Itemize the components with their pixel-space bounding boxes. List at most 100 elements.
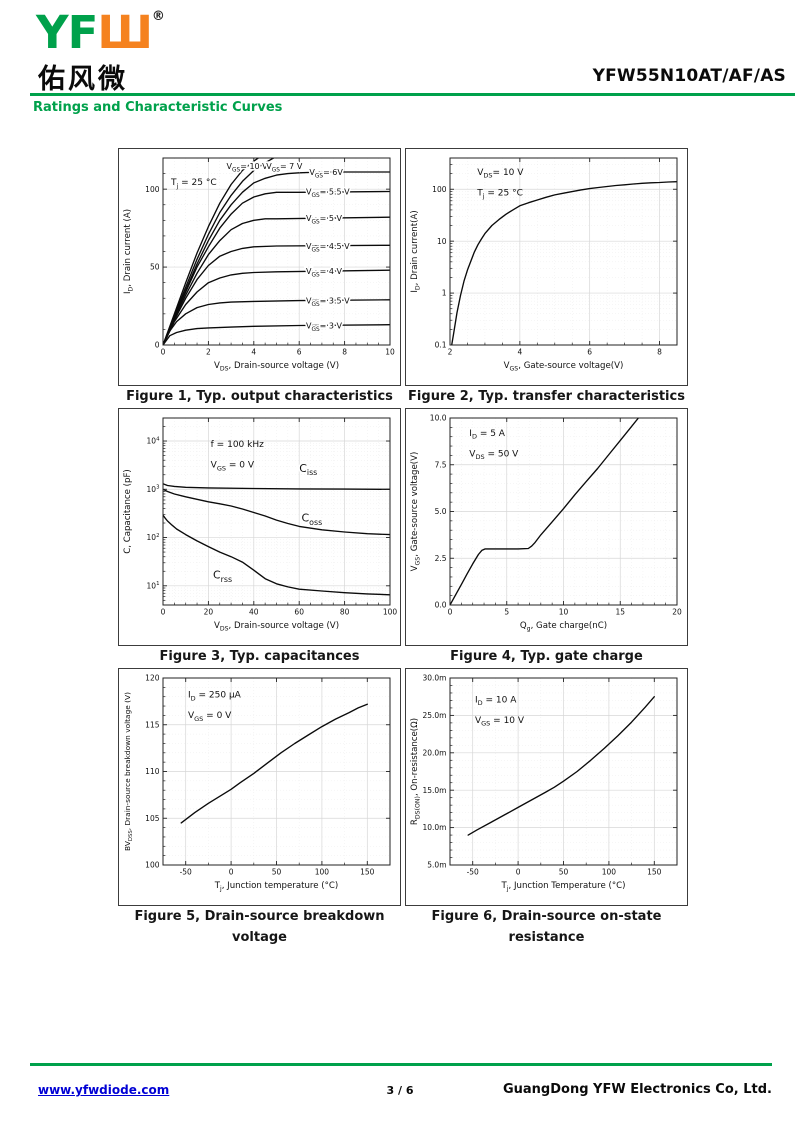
svg-text:Tj = 25 °C: Tj = 25 °C: [476, 188, 523, 200]
svg-text:110: 110: [145, 767, 160, 776]
svg-text:103: 103: [147, 485, 160, 494]
svg-text:60: 60: [294, 608, 304, 617]
svg-text:0: 0: [161, 348, 166, 357]
figure-4-caption: Figure 4, Typ. gate charge: [450, 649, 643, 664]
svg-text:VGS = 0 V: VGS = 0 V: [188, 711, 232, 723]
figure-3: 0 20 40 60 80 100 101 102 103 104 VDS, Drain-sourc…: [118, 408, 401, 668]
svg-text:VGS = 0 V: VGS = 0 V: [211, 461, 255, 473]
svg-text:VDS= 10 V: VDS= 10 V: [477, 168, 524, 180]
figure-3-capacitances-chart: 0 20 40 60 80 100 101 102 103 104 VDS, Drain-sourc…: [123, 417, 398, 633]
svg-text:6: 6: [297, 348, 302, 357]
website-link[interactable]: www.yfwdiode.com: [38, 1083, 170, 1097]
svg-text:VGS= 3.5 V: VGS= 3.5 V: [306, 297, 350, 308]
svg-text:150: 150: [647, 868, 662, 877]
figure-1-caption: Figure 1, Typ. output characteristics: [126, 389, 393, 404]
svg-text:VGS= 4.5 V: VGS= 4.5 V: [306, 242, 350, 253]
svg-text:VGS, Gate-source voltage(V): VGS, Gate-source voltage(V): [504, 361, 624, 373]
svg-text:4: 4: [517, 348, 522, 357]
svg-text:5: 5: [504, 608, 509, 617]
svg-text:10: 10: [559, 608, 569, 617]
figure-6-on-resistance-chart: -50 0 50 100 150 5.0m 10.0m 15.0m 20.0m 25.0m 30.0…: [410, 674, 678, 893]
figure-4-box: 0 5 10 15 20 0.0 2.5 5.0 7.5 10.0 Qg, Gate charge(…: [405, 408, 688, 646]
svg-text:VGS= 6V: VGS= 6V: [309, 168, 343, 179]
svg-text:ID, Drain current (A): ID, Drain current (A): [123, 209, 135, 294]
figures-grid: 0 2 4 6 8 10 0 50 100 VDS, Drain-source voltage (…: [118, 148, 690, 945]
svg-text:Qg, Gate charge(nC): Qg, Gate charge(nC): [520, 621, 607, 633]
svg-text:2: 2: [448, 348, 453, 357]
figure-6-caption: Figure 6, Drain-source on-state resistan…: [431, 909, 662, 945]
svg-text:5.0m: 5.0m: [427, 861, 446, 870]
svg-text:104: 104: [147, 436, 161, 445]
svg-text:Tj = 25 °C: Tj = 25 °C: [170, 178, 217, 190]
svg-text:100: 100: [602, 868, 617, 877]
svg-text:4: 4: [251, 348, 256, 357]
svg-text:VGS = 10 V: VGS = 10 V: [475, 716, 525, 728]
figure-2-transfer-characteristics-chart: 2 4 6 8 0.1 1 10 100 VGS, Gate-source voltage(V)…: [410, 157, 678, 373]
svg-text:100: 100: [315, 868, 330, 877]
svg-text:VGS= 4 V: VGS= 4 V: [306, 267, 343, 278]
svg-text:50: 50: [272, 868, 282, 877]
svg-text:VDS, Drain-source voltage (V): VDS, Drain-source voltage (V): [214, 361, 339, 373]
svg-text:VDS, Drain-source voltage (V): VDS, Drain-source voltage (V): [214, 621, 339, 633]
svg-text:ID, Drain current(A): ID, Drain current(A): [410, 210, 422, 292]
svg-text:VGS= 5 V: VGS= 5 V: [306, 214, 343, 225]
svg-text:0.0: 0.0: [435, 601, 447, 610]
figure-2-box: 2 4 6 8 0.1 1 10 100 VGS, Gate-source voltage(V)…: [405, 148, 688, 386]
svg-text:10.0m: 10.0m: [422, 823, 446, 832]
svg-text:VGS= 5.5 V: VGS= 5.5 V: [306, 188, 350, 199]
svg-text:105: 105: [145, 814, 160, 823]
svg-text:101: 101: [147, 581, 160, 590]
figure-6-box: -50 0 50 100 150 5.0m 10.0m 15.0m 20.0m 25.0m 30.0…: [405, 668, 688, 906]
svg-text:VGS= 7 V: VGS= 7 V: [266, 162, 303, 173]
figure-5-caption: Figure 5, Drain-source breakdown voltage: [134, 909, 385, 945]
svg-text:2: 2: [206, 348, 211, 357]
logo-w-icon: Ш: [97, 6, 153, 59]
svg-text:RDS(ON), On-resistance(Ω): RDS(ON), On-resistance(Ω): [410, 718, 422, 825]
svg-text:115: 115: [145, 720, 160, 729]
figure-1-box: 0 2 4 6 8 10 0 50 100 VDS, Drain-source voltage (…: [118, 148, 401, 386]
svg-text:f = 100 kHz: f = 100 kHz: [211, 440, 264, 450]
registered-trademark-icon: ®: [151, 9, 165, 24]
svg-text:10: 10: [385, 348, 395, 357]
svg-text:C, Capacitance (pF): C, Capacitance (pF): [123, 469, 133, 554]
svg-text:0: 0: [516, 868, 521, 877]
svg-text:50: 50: [559, 868, 569, 877]
svg-text:-50: -50: [180, 868, 192, 877]
svg-text:20: 20: [204, 608, 214, 617]
svg-text:7.5: 7.5: [435, 460, 447, 469]
svg-text:Tj, Junction temperature (°C): Tj, Junction temperature (°C): [214, 881, 339, 893]
svg-text:Crss: Crss: [213, 569, 232, 584]
svg-text:120: 120: [145, 674, 160, 683]
figure-2-caption: Figure 2, Typ. transfer characteristics: [408, 389, 685, 404]
product-title: YFW55N10AT/AF/AS: [592, 66, 786, 86]
figure-5-box: -50 0 50 100 150 100 105 110 115 120 Tj, Junction …: [118, 668, 401, 906]
svg-text:80: 80: [340, 608, 350, 617]
svg-text:-50: -50: [467, 868, 479, 877]
page-indicator: 3 / 6: [386, 1084, 414, 1097]
figure-2: 2 4 6 8 0.1 1 10 100 VGS, Gate-source voltage(V)…: [405, 148, 688, 408]
svg-text:VGS= 10 V: VGS= 10 V: [227, 162, 269, 173]
figure-3-box: 0 20 40 60 80 100 101 102 103 104 VDS, Drain-sourc…: [118, 408, 401, 646]
svg-text:Coss: Coss: [301, 511, 322, 526]
svg-text:Ciss: Ciss: [299, 462, 317, 477]
svg-text:1: 1: [442, 289, 447, 298]
svg-text:100: 100: [383, 608, 398, 617]
svg-text:25.0m: 25.0m: [422, 711, 446, 720]
svg-text:0: 0: [448, 608, 453, 617]
svg-text:100: 100: [145, 861, 160, 870]
svg-text:ID = 250 μA: ID = 250 μA: [188, 691, 242, 703]
svg-text:0.1: 0.1: [435, 341, 447, 350]
figure-6: -50 0 50 100 150 5.0m 10.0m 15.0m 20.0m 25.0m 30.0…: [405, 668, 688, 945]
svg-text:40: 40: [249, 608, 259, 617]
svg-text:VGS= 3 V: VGS= 3 V: [306, 322, 343, 333]
svg-text:8: 8: [657, 348, 662, 357]
section-title: Ratings and Characteristic Curves: [33, 100, 283, 115]
svg-text:ID = 5 A: ID = 5 A: [469, 429, 506, 441]
svg-text:10: 10: [437, 237, 447, 246]
svg-text:Tj, Junction Temperature (°C): Tj, Junction Temperature (°C): [501, 881, 626, 893]
svg-text:100: 100: [432, 185, 447, 194]
svg-text:0: 0: [161, 608, 166, 617]
figure-4-gate-charge-chart: 0 5 10 15 20 0.0 2.5 5.0 7.5 10.0 Qg, Gate charge(…: [410, 414, 682, 633]
